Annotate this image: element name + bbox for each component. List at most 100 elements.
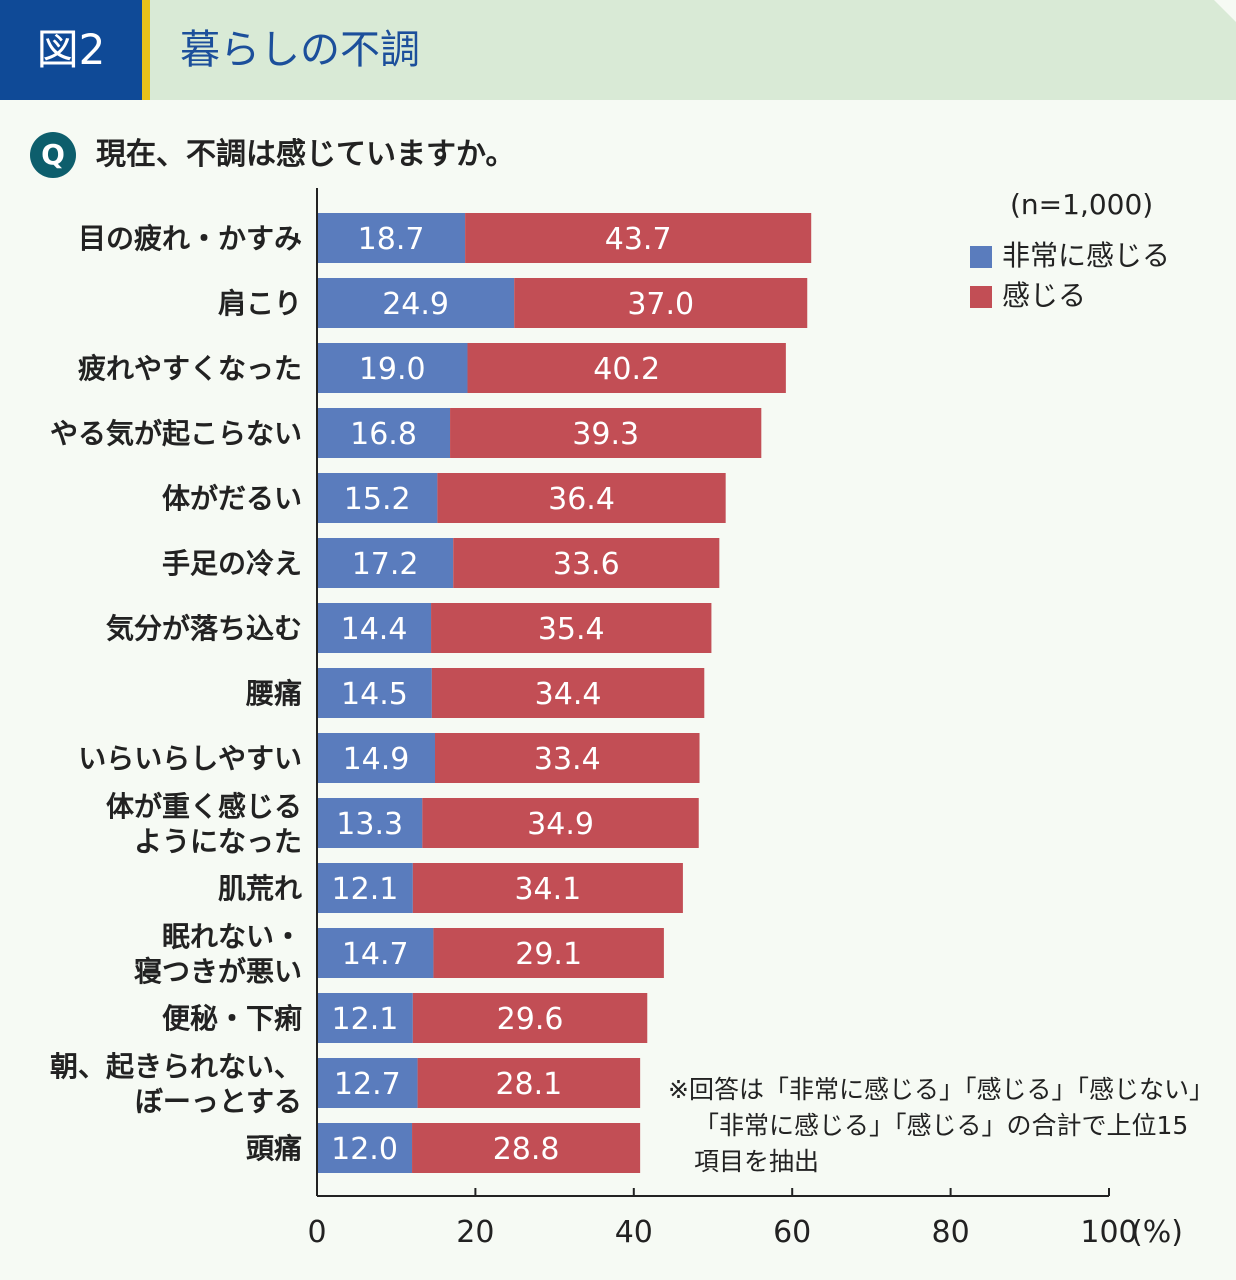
- figure-title: 暮らしの不調: [180, 27, 420, 73]
- bar-very-0: [317, 213, 466, 263]
- data-label-feel-7: 34.4: [535, 677, 602, 712]
- legend-swatch-very: [970, 246, 992, 268]
- data-label-feel-11: 29.1: [515, 937, 582, 972]
- bar-very-7: [317, 668, 432, 718]
- figure-label: 図2: [0, 0, 142, 100]
- x-tick-label-3: 60: [773, 1215, 811, 1250]
- footnote: ※回答は「非常に感じる」「感じる」「感じない」 「非常に感じる」「感じる」の合計…: [668, 1072, 1228, 1180]
- data-label-feel-9: 34.9: [527, 807, 594, 842]
- figure-header: 図2 暮らしの不調: [0, 0, 1236, 100]
- bar-feel-7: [431, 668, 705, 718]
- category-label-2: 疲れやすくなった: [78, 352, 302, 385]
- category-label-1: 肩こり: [218, 287, 302, 320]
- data-label-very-12: 12.1: [332, 1002, 399, 1037]
- sample-size: (n=1,000): [1010, 188, 1154, 221]
- legend-label-very: 非常に感じる: [1002, 239, 1171, 272]
- data-label-feel-4: 36.4: [548, 482, 615, 517]
- x-tick-label-2: 40: [615, 1215, 653, 1250]
- data-label-feel-0: 43.7: [605, 222, 672, 257]
- data-label-feel-12: 29.6: [497, 1002, 564, 1037]
- legend-swatch-feel: [970, 286, 992, 308]
- category-label-11-1: 寝つきが悪い: [134, 955, 302, 988]
- footnote-line-2: 「非常に感じる」「感じる」の合計で上位15: [694, 1111, 1189, 1140]
- header-corner-cut: [1214, 0, 1236, 22]
- bar-very-13: [317, 1058, 418, 1108]
- legend-label-feel: 感じる: [1002, 279, 1087, 312]
- bar-very-5: [317, 538, 454, 588]
- question-badge: Q: [30, 132, 76, 178]
- bar-very-14: [317, 1123, 413, 1173]
- bar-very-10: [317, 863, 413, 913]
- category-label-6: 気分が落ち込む: [106, 612, 302, 645]
- data-label-very-9: 13.3: [336, 807, 403, 842]
- data-label-very-8: 14.9: [343, 742, 410, 777]
- bar-feel-12: [412, 993, 648, 1043]
- data-label-feel-2: 40.2: [593, 352, 660, 387]
- category-label-3: やる気が起こらない: [50, 417, 302, 450]
- x-tick-label-4: 80: [932, 1215, 970, 1250]
- bar-feel-13: [417, 1058, 641, 1108]
- bar-very-3: [317, 408, 451, 458]
- data-label-very-2: 19.0: [359, 352, 426, 387]
- data-label-very-5: 17.2: [352, 547, 419, 582]
- data-label-very-0: 18.7: [358, 222, 425, 257]
- bar-very-11: [317, 928, 434, 978]
- data-label-very-11: 14.7: [342, 937, 409, 972]
- data-label-feel-5: 33.6: [553, 547, 620, 582]
- x-tick-label-5: 100: [1080, 1215, 1137, 1250]
- data-label-feel-8: 33.4: [534, 742, 601, 777]
- data-label-very-1: 24.9: [382, 287, 449, 322]
- bar-very-12: [317, 993, 413, 1043]
- data-label-feel-13: 28.1: [495, 1067, 562, 1102]
- bar-feel-2: [467, 343, 786, 393]
- category-label-14: 頭痛: [246, 1132, 302, 1165]
- x-axis-unit: (%): [1131, 1215, 1183, 1250]
- data-label-very-10: 12.1: [332, 872, 399, 907]
- data-label-feel-1: 37.0: [627, 287, 694, 322]
- data-label-very-14: 12.0: [331, 1132, 398, 1167]
- bar-feel-8: [435, 733, 700, 783]
- bar-feel-1: [514, 278, 808, 328]
- question-text: 現在、不調は感じていますか。: [96, 137, 516, 172]
- bar-very-8: [317, 733, 436, 783]
- data-label-feel-3: 39.3: [572, 417, 639, 452]
- category-label-0: 目の疲れ・かすみ: [78, 222, 302, 255]
- category-label-11-0: 眠れない・: [162, 920, 302, 953]
- bar-very-1: [317, 278, 515, 328]
- footnote-line-1: ※回答は「非常に感じる」「感じる」「感じない」: [668, 1075, 1214, 1104]
- bar-feel-11: [433, 928, 664, 978]
- data-label-very-13: 12.7: [334, 1067, 401, 1102]
- bar-feel-9: [422, 798, 699, 848]
- bar-feel-5: [453, 538, 720, 588]
- category-label-7: 腰痛: [245, 677, 302, 710]
- bar-feel-3: [450, 408, 762, 458]
- bar-feel-10: [412, 863, 683, 913]
- bar-feel-4: [437, 473, 726, 523]
- category-label-9-0: 体が重く感じる: [106, 790, 302, 823]
- legend-item-very: 非常に感じる: [970, 238, 1170, 274]
- category-label-13-0: 朝、起きられない、: [50, 1050, 302, 1083]
- badge-accent-bar: [142, 0, 150, 100]
- data-label-feel-6: 35.4: [538, 612, 605, 647]
- data-label-very-4: 15.2: [344, 482, 411, 517]
- data-label-very-7: 14.5: [341, 677, 408, 712]
- data-label-feel-14: 28.8: [493, 1132, 560, 1167]
- category-label-12: 便秘・下痢: [162, 1002, 302, 1035]
- bar-feel-14: [412, 1123, 641, 1173]
- data-label-very-6: 14.4: [341, 612, 408, 647]
- bar-very-4: [317, 473, 438, 523]
- bar-very-6: [317, 603, 432, 653]
- category-label-10: 肌荒れ: [218, 872, 302, 905]
- category-label-9-1: ようになった: [134, 825, 302, 858]
- category-label-13-1: ぼーっとする: [135, 1085, 302, 1118]
- bar-feel-0: [465, 213, 812, 263]
- data-label-very-3: 16.8: [350, 417, 417, 452]
- category-label-4: 体がだるい: [162, 482, 302, 515]
- category-label-8: いらいらしやすい: [78, 742, 302, 775]
- category-label-5: 手足の冷え: [162, 547, 302, 580]
- legend-item-feel: 感じる: [970, 278, 1086, 314]
- bar-very-2: [317, 343, 468, 393]
- bar-very-9: [317, 798, 423, 848]
- data-label-feel-10: 34.1: [514, 872, 581, 907]
